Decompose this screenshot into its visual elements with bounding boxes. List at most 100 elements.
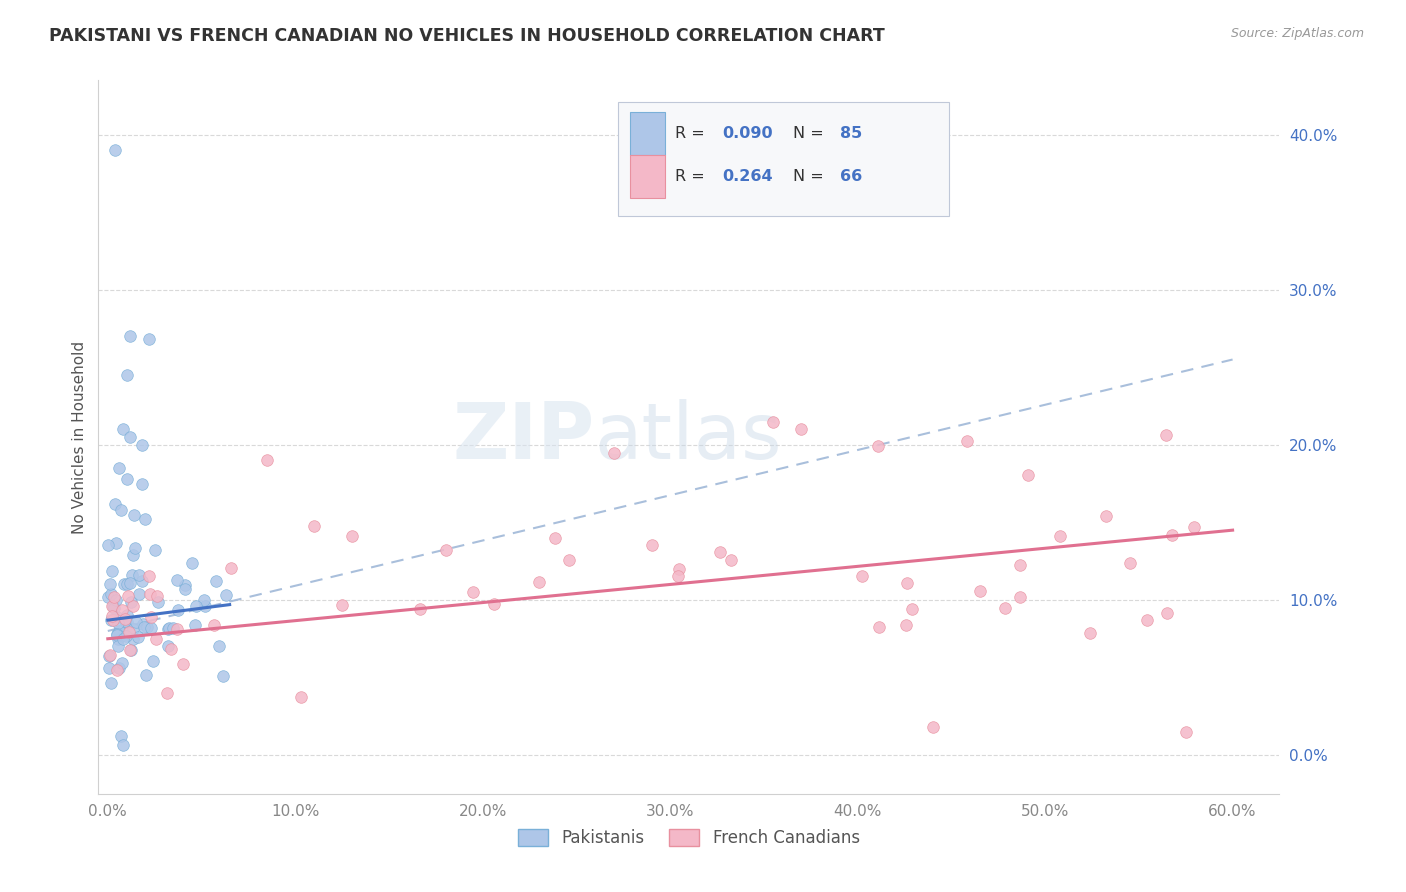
Text: ZIP: ZIP [453,399,595,475]
Point [110,729,132,743]
Point [120,430,142,444]
Point [114,612,136,626]
Point [107,632,129,646]
Point [101,564,124,578]
Point [304,518,326,533]
Point [138,332,160,346]
Text: N =: N = [793,169,828,184]
Point [219,560,242,574]
Point [136,620,159,634]
Point [157,639,180,653]
Point [103,601,125,615]
Point [1182,520,1205,534]
Point [135,668,157,682]
Point [146,595,169,609]
Point [145,632,167,646]
Text: Source: ZipAtlas.com: Source: ZipAtlas.com [1230,27,1364,40]
Point [105,536,128,550]
Point [894,618,917,632]
Point [896,575,918,590]
Point [124,541,146,555]
Point [111,422,134,436]
Point [112,577,135,591]
Point [1008,590,1031,604]
Point [1095,508,1118,523]
Point [97,661,120,675]
Point [105,663,128,677]
Point [122,599,145,614]
Point [544,531,567,545]
Point [128,587,150,601]
Point [114,614,136,628]
Point [720,553,742,567]
Point [105,609,128,624]
Text: atlas: atlas [595,399,782,475]
Point [463,585,485,599]
Point [434,543,457,558]
Point [98,577,121,591]
Point [1049,529,1071,543]
Point [762,415,785,429]
Point [118,624,141,639]
Point [868,620,890,634]
FancyBboxPatch shape [630,155,665,198]
Point [111,738,134,752]
Point [139,621,162,635]
Point [111,603,134,617]
Point [115,368,138,382]
Point [1156,606,1178,620]
Text: PAKISTANI VS FRENCH CANADIAN NO VEHICLES IN HOUSEHOLD CORRELATION CHART: PAKISTANI VS FRENCH CANADIAN NO VEHICLES… [49,27,884,45]
Point [205,574,228,589]
Point [1174,724,1197,739]
Point [112,628,135,642]
Point [139,610,162,624]
Point [125,615,148,629]
Point [159,641,181,656]
Point [103,613,125,627]
Point [174,582,197,597]
Point [215,588,238,602]
Point [100,599,122,614]
Text: 85: 85 [841,127,862,141]
Text: N =: N = [793,127,828,141]
Point [156,686,179,700]
Point [162,621,184,635]
Point [104,497,127,511]
Point [193,592,215,607]
Point [105,628,128,642]
Point [202,618,225,632]
Point [157,623,180,637]
Point [103,591,125,605]
Point [131,438,153,452]
Text: 0.090: 0.090 [723,127,773,141]
Point [97,538,120,552]
Point [131,476,153,491]
Point [115,615,138,629]
Point [790,422,813,436]
Point [105,627,128,641]
Point [117,577,139,591]
Point [1010,558,1032,572]
Point [709,545,731,559]
Point [128,567,150,582]
Point [107,639,129,653]
Point [142,654,165,668]
Point [100,676,122,690]
Point [120,594,142,608]
Point [212,669,235,683]
Point [118,643,141,657]
Point [1017,468,1039,483]
FancyBboxPatch shape [619,102,949,216]
Point [105,592,128,607]
Point [868,439,890,453]
Point [112,632,135,647]
Point [145,589,167,603]
Point [115,472,138,486]
Point [115,629,138,643]
Point [668,561,690,575]
Point [117,607,139,622]
Point [120,643,142,657]
Point [173,578,195,592]
Point [901,602,924,616]
Point [98,648,121,662]
